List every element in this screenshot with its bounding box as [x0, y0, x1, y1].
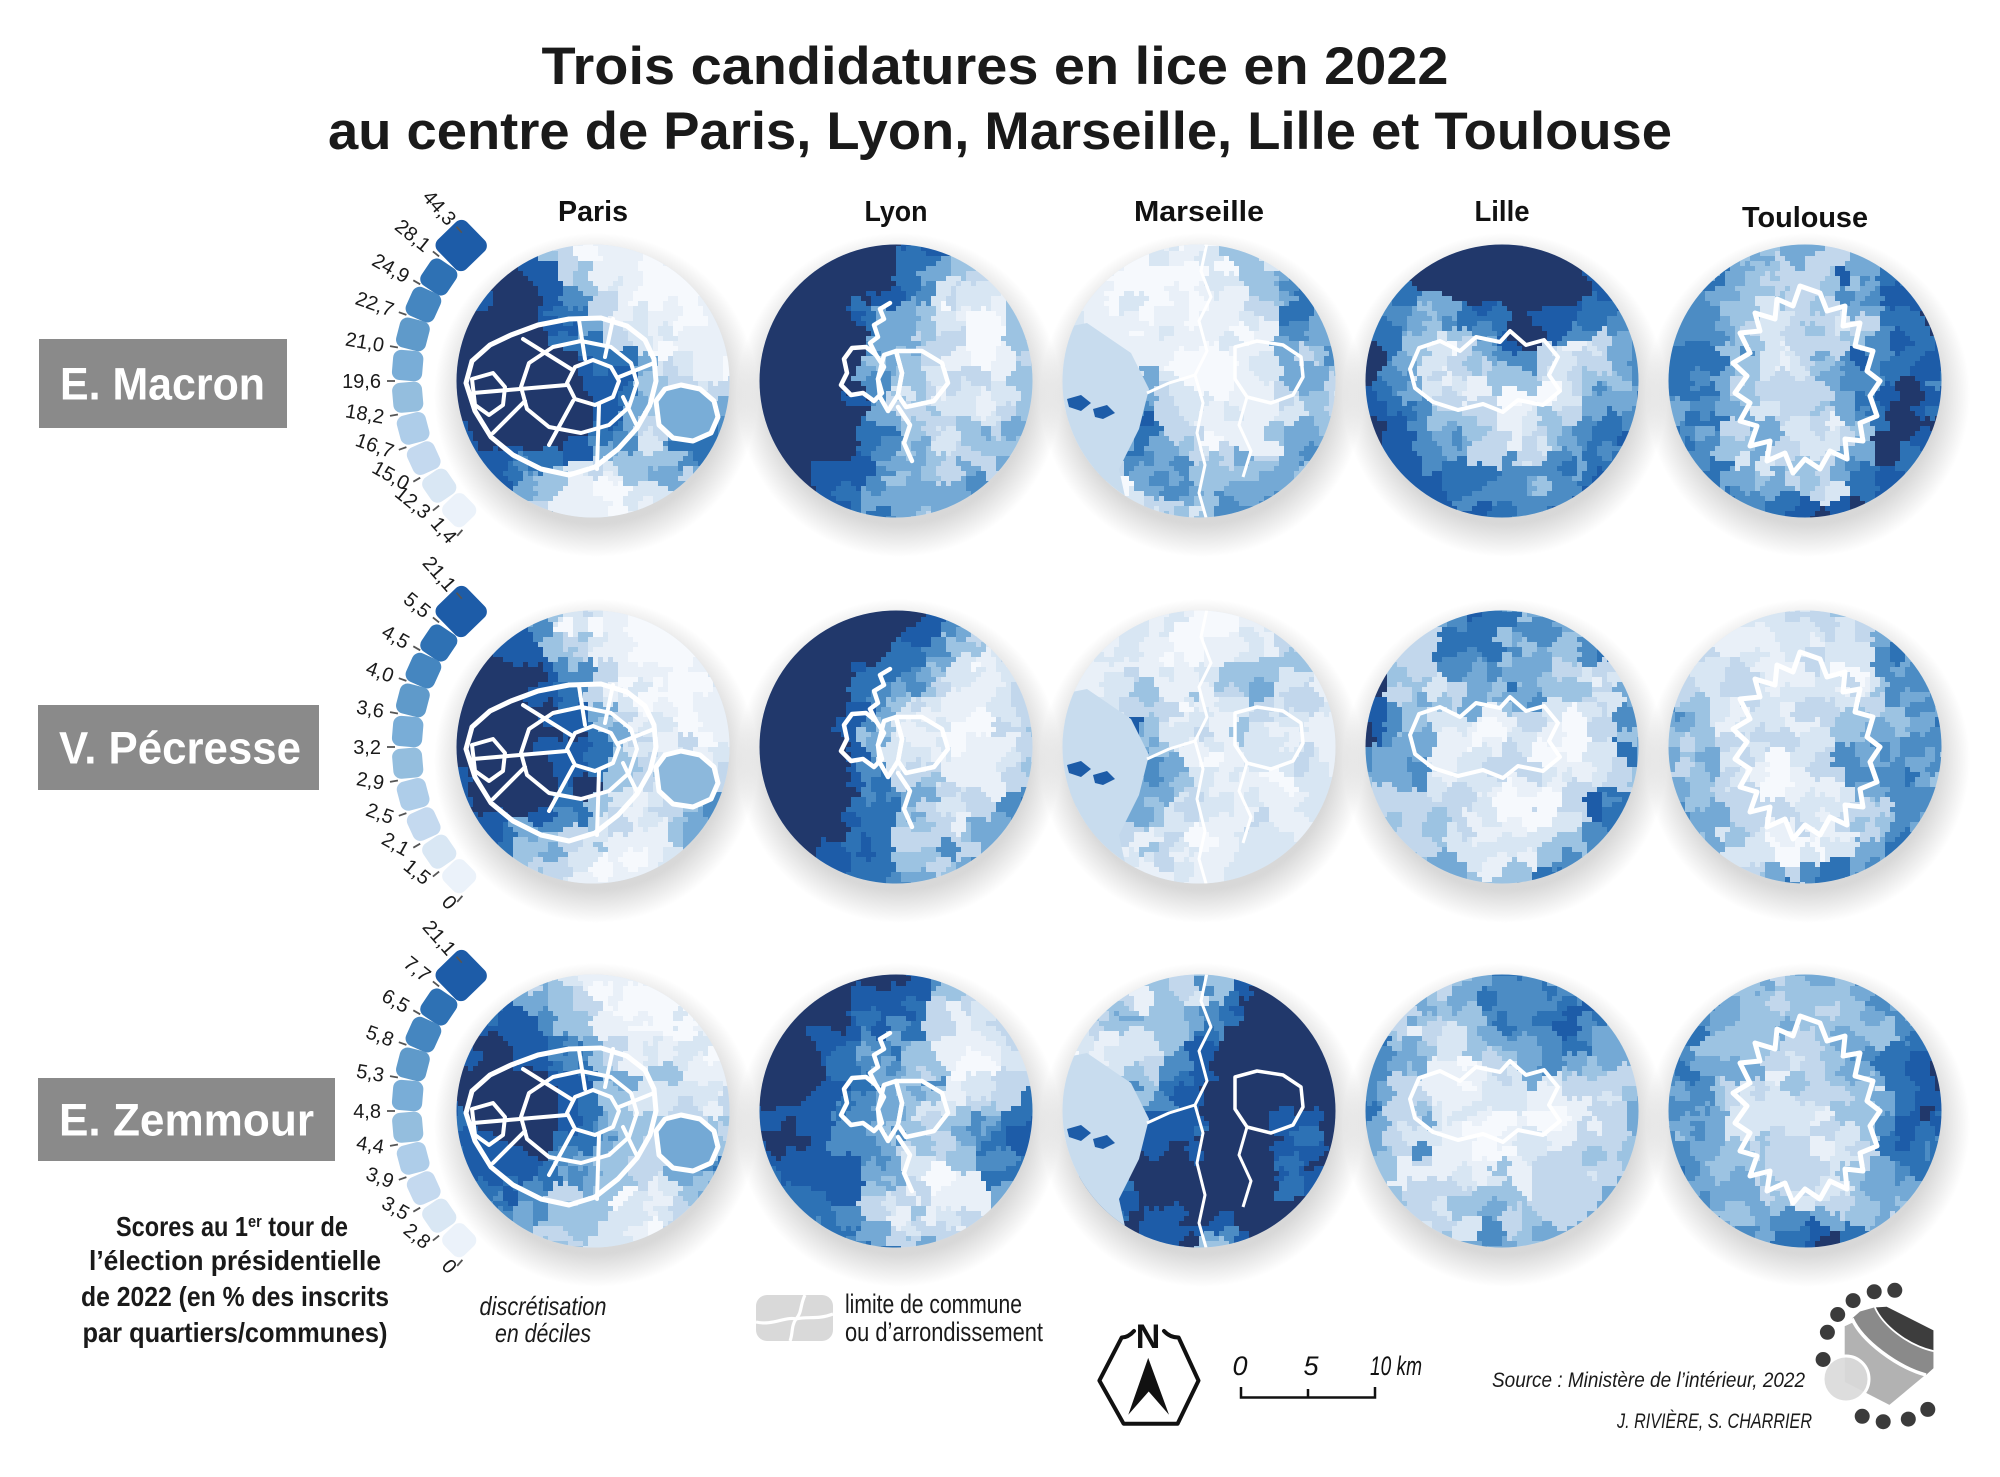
svg-text:2,9: 2,9: [355, 768, 386, 794]
svg-text:3,6: 3,6: [355, 697, 386, 723]
svg-text:l’élection présidentielle: l’élection présidentielle: [89, 1245, 381, 1276]
svg-text:ou d’arrondissement: ou d’arrondissement: [845, 1317, 1044, 1347]
svg-text:5,3: 5,3: [355, 1061, 386, 1087]
svg-text:J. RIVIÈRE, S. CHARRIER: J. RIVIÈRE, S. CHARRIER: [1616, 1410, 1812, 1433]
svg-text:Lille: Lille: [1475, 196, 1530, 228]
svg-text:Lyon: Lyon: [865, 196, 928, 228]
svg-text:Trois candidatures en lice en: Trois candidatures en lice en 2022: [542, 37, 1449, 96]
svg-text:limite de commune: limite de commune: [845, 1289, 1022, 1319]
svg-text:4,8: 4,8: [353, 1101, 381, 1123]
svg-text:E. Zemmour: E. Zemmour: [59, 1095, 314, 1146]
svg-text:4,4: 4,4: [355, 1132, 386, 1158]
svg-text:3,2: 3,2: [353, 737, 381, 759]
svg-text:Toulouse: Toulouse: [1742, 202, 1868, 234]
svg-text:discrétisation: discrétisation: [480, 1291, 607, 1321]
svg-text:5: 5: [1303, 1351, 1319, 1381]
svg-text:0: 0: [1232, 1351, 1247, 1381]
svg-text:N: N: [1136, 1318, 1161, 1356]
svg-text:Scores au 1er tour de: Scores au 1er tour de: [116, 1211, 348, 1242]
svg-text:19,6: 19,6: [342, 371, 381, 393]
svg-text:Marseille: Marseille: [1134, 196, 1264, 228]
svg-text:V. Pécresse: V. Pécresse: [59, 723, 301, 774]
svg-text:de 2022 (en % des inscrits: de 2022 (en % des inscrits: [81, 1281, 389, 1312]
svg-text:10 km: 10 km: [1370, 1351, 1422, 1381]
svg-text:Source : Ministère de l’intéri: Source : Ministère de l’intérieur, 2022: [1492, 1369, 1805, 1392]
svg-text:par quartiers/communes): par quartiers/communes): [83, 1317, 388, 1348]
svg-text:Paris: Paris: [558, 196, 628, 228]
svg-text:E. Macron: E. Macron: [60, 359, 265, 410]
svg-text:au centre de Paris, Lyon, Mars: au centre de Paris, Lyon, Marseille, Lil…: [328, 102, 1672, 161]
svg-text:en déciles: en déciles: [495, 1318, 591, 1348]
